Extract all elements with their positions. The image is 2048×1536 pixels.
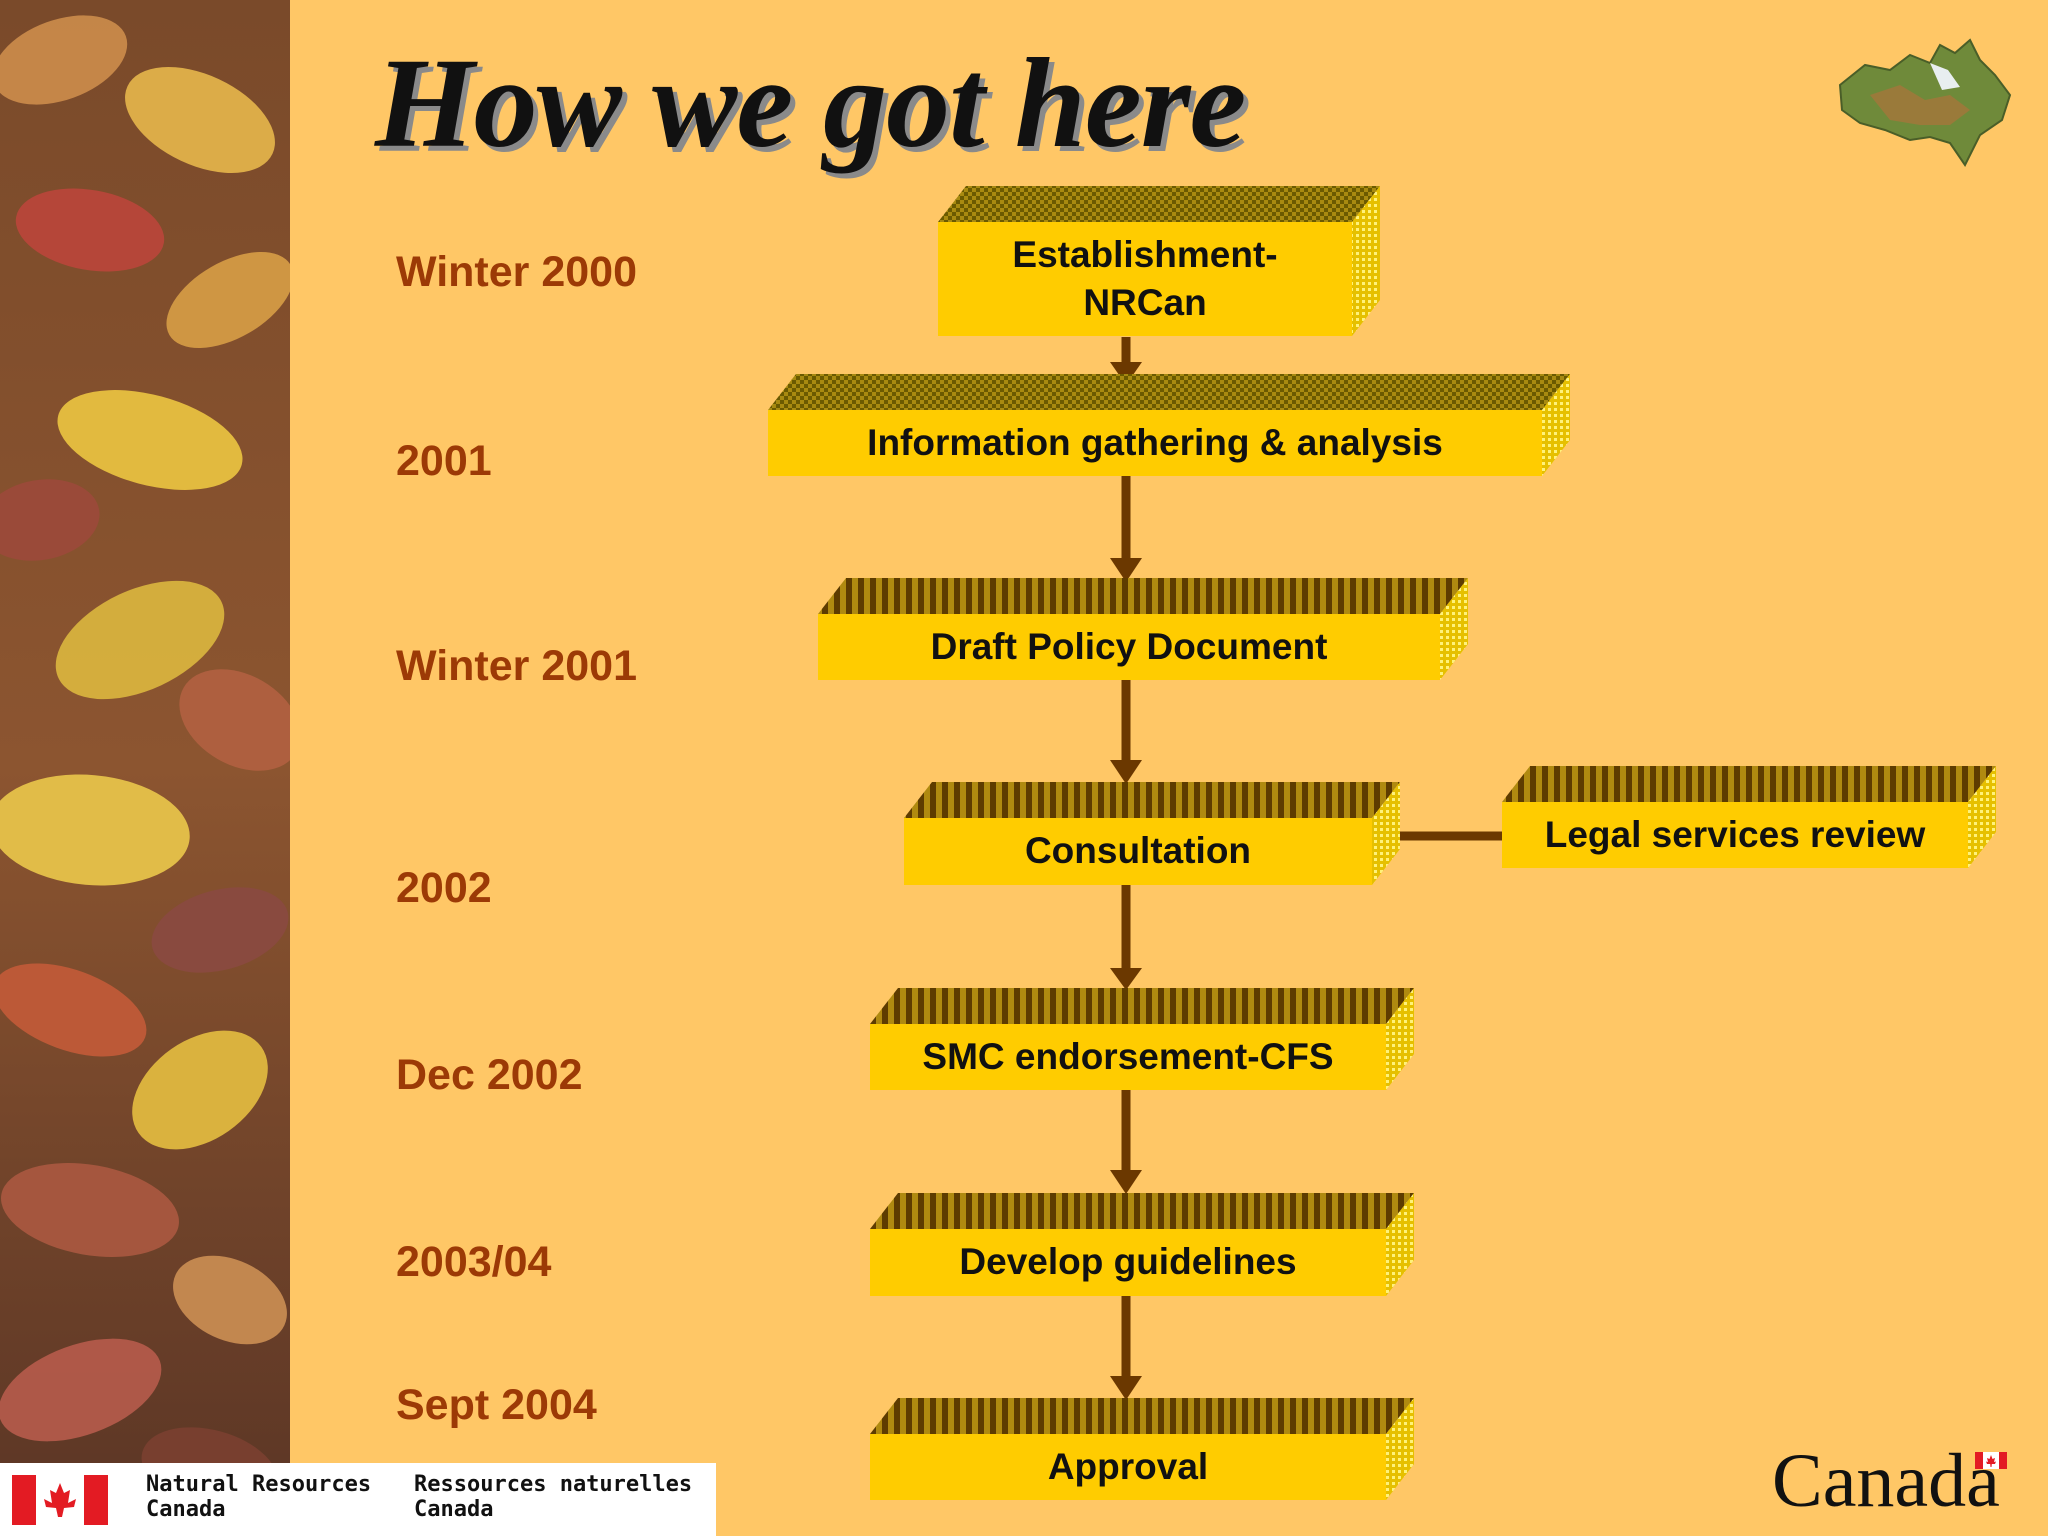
flow-step-box — [768, 374, 1570, 476]
timeline-date: Dec 2002 — [396, 1051, 583, 1099]
dept-name-en-line1: Natural Resources — [146, 1472, 372, 1497]
dept-name-en-line2: Canada — [146, 1497, 226, 1522]
arrow-head — [1110, 1170, 1142, 1194]
autumn-leaves-image — [0, 0, 290, 1536]
page-title: How we got here — [375, 32, 1246, 174]
canada-wordmark-flag-icon — [1975, 1452, 2007, 1469]
dept-name-fr-line1: Ressources naturelles — [414, 1472, 693, 1497]
dept-name-fr-line2: Canada — [414, 1497, 494, 1522]
canada-flag-icon — [12, 1475, 108, 1525]
flow-step-box — [870, 1398, 1414, 1500]
flow-step-label-line: NRCan — [1083, 282, 1207, 323]
flow-step-label: Develop guidelines — [959, 1241, 1297, 1283]
flow-step-label-line: Establishment- — [1012, 233, 1278, 275]
arrow-head — [1110, 760, 1142, 784]
flow-step-box — [870, 1193, 1414, 1296]
arrow-head — [1110, 362, 1142, 385]
flow-step-label: Establishment- NRCan — [938, 222, 1352, 336]
flow-step-box — [938, 186, 1380, 336]
flow-step-label: Draft Policy Document — [930, 625, 1328, 667]
flow-step-box — [904, 782, 1400, 885]
flow-step-label: Consultation — [1024, 830, 1252, 872]
flow-step-label: Information gathering & analysis — [867, 421, 1443, 463]
flow-step-label: SMC endorsement-CFS — [922, 1035, 1334, 1077]
timeline-date: Winter 2001 — [396, 642, 637, 690]
nrcan-signature: Natural Resources Canada Ressources natu… — [0, 1463, 716, 1536]
arrow-head — [1110, 1376, 1142, 1400]
dept-name-en: Natural Resources Canada — [146, 1472, 371, 1522]
canada-wordmark: Canada — [1772, 1439, 2000, 1523]
flow-step-box — [818, 578, 1468, 680]
flow-side-box — [1502, 766, 1996, 868]
timeline-date: 2002 — [396, 864, 492, 912]
arrow-head — [1110, 558, 1142, 582]
flow-step-label: Approval — [1047, 1445, 1209, 1487]
side-step-label: Legal services review — [1544, 813, 1926, 855]
canada-map-icon — [1838, 38, 2012, 167]
flow-step-box — [870, 988, 1414, 1090]
timeline-date: Winter 2000 — [396, 248, 637, 296]
timeline-date: 2001 — [396, 437, 492, 485]
timeline-date: Sept 2004 — [396, 1381, 597, 1429]
arrow-head — [1110, 968, 1142, 990]
timeline-date: 2003/04 — [396, 1238, 552, 1286]
dept-name-fr: Ressources naturelles Canada — [414, 1472, 692, 1522]
